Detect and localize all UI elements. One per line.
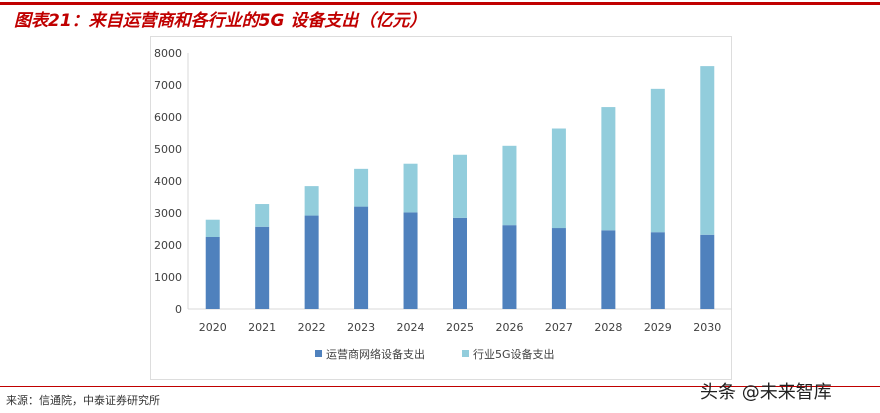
- x-tick-label: 2027: [545, 321, 573, 334]
- bar-2025-series-0: [453, 217, 467, 309]
- y-tick-label: 2000: [154, 239, 182, 252]
- bar-2026-series-0: [502, 225, 517, 309]
- bar-2027-series-1: [551, 128, 566, 229]
- y-tick-label: 4000: [154, 175, 182, 188]
- watermark: 头条 @未来智库: [700, 382, 832, 403]
- bar-2020-series-1: [205, 219, 220, 237]
- legend-label: 行业5G设备支出: [473, 347, 555, 361]
- bar-2024-series-0: [403, 212, 418, 309]
- source-note: 来源：信通院，中泰证券研究所: [6, 394, 160, 407]
- bar-2027-series-0: [551, 228, 566, 309]
- x-tick-label: 2021: [248, 321, 276, 334]
- bar-2028-series-1: [601, 107, 616, 231]
- y-tick-label: 6000: [154, 111, 182, 124]
- x-tick-label: 2023: [347, 321, 375, 334]
- bar-2024-series-1: [403, 163, 418, 213]
- bar-2028-series-0: [601, 230, 616, 309]
- x-tick-label: 2026: [495, 321, 523, 334]
- bar-2023-series-0: [354, 206, 369, 309]
- legend-label: 运营商网络设备支出: [326, 347, 425, 361]
- bar-2029-series-0: [650, 232, 665, 309]
- y-tick-label: 7000: [154, 79, 182, 92]
- x-tick-label: 2029: [644, 321, 672, 334]
- bar-2021-series-1: [255, 204, 270, 227]
- bar-2021-series-0: [255, 226, 270, 309]
- legend-swatch: [462, 350, 469, 357]
- bar-2023-series-1: [354, 168, 369, 207]
- x-tick-label: 2025: [446, 321, 474, 334]
- y-tick-label: 5000: [154, 143, 182, 156]
- top-rule: [0, 2, 880, 5]
- bar-2026-series-1: [502, 145, 517, 226]
- x-tick-label: 2022: [298, 321, 326, 334]
- bar-2022-series-1: [304, 186, 319, 216]
- bar-2030-series-0: [700, 234, 715, 309]
- y-tick-label: 0: [175, 303, 182, 316]
- bar-2025-series-1: [453, 154, 467, 218]
- page-title: 图表21：来自运营商和各行业的5G 设备支出（亿元）: [14, 11, 427, 31]
- x-tick-label: 2024: [397, 321, 425, 334]
- x-tick-label: 2028: [594, 321, 622, 334]
- bar-2022-series-0: [304, 215, 319, 309]
- x-tick-label: 2030: [693, 321, 721, 334]
- y-tick-label: 1000: [154, 271, 182, 284]
- x-tick-label: 2020: [199, 321, 227, 334]
- bar-2020-series-0: [205, 237, 220, 309]
- y-tick-label: 3000: [154, 207, 182, 220]
- bar-2030-series-1: [700, 66, 715, 235]
- bottom-rule: [0, 386, 880, 387]
- chart-frame: [150, 36, 732, 380]
- legend-swatch: [315, 350, 322, 357]
- bar-2029-series-1: [650, 88, 665, 233]
- y-tick-label: 8000: [154, 47, 182, 60]
